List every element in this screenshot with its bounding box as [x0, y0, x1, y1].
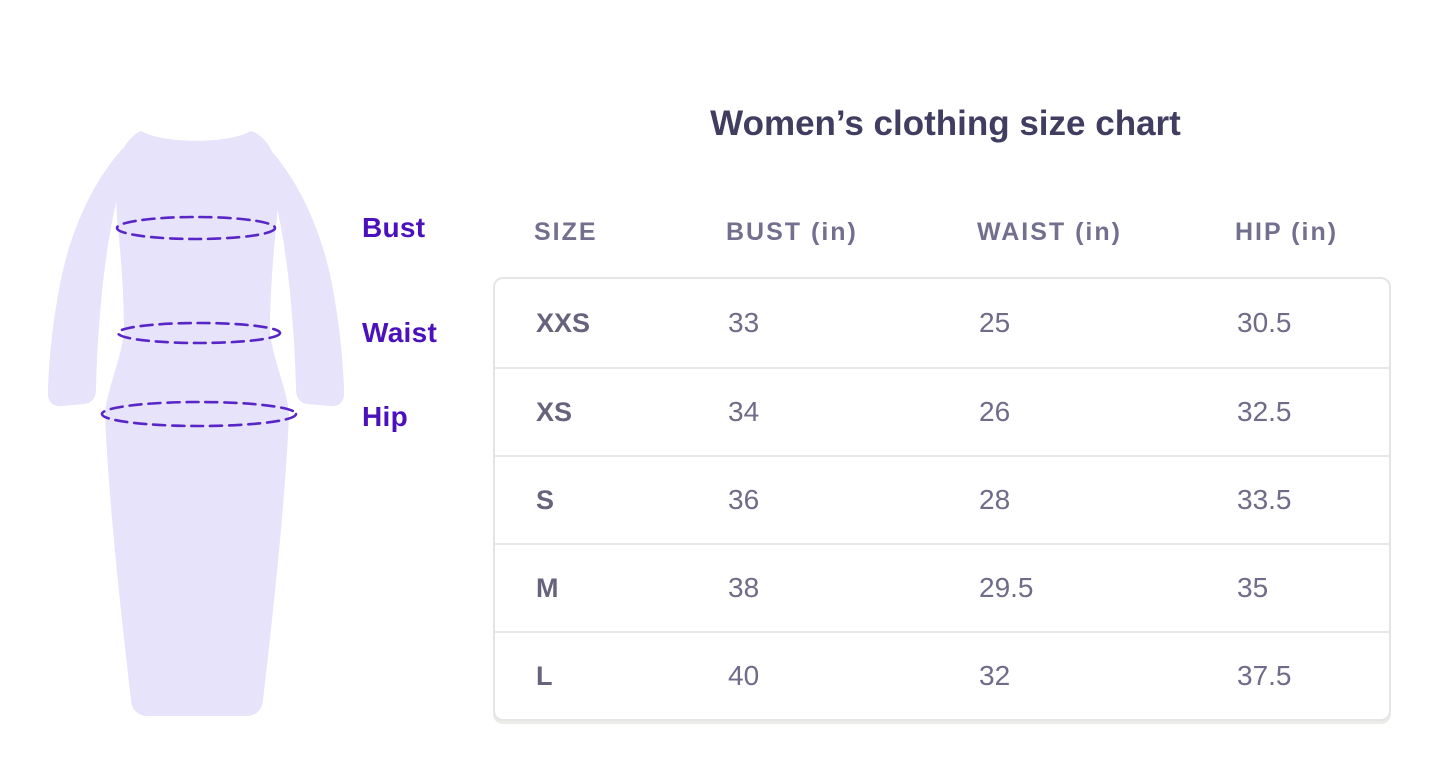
hip-label: Hip — [362, 401, 409, 432]
cell-bust: 40 — [728, 660, 760, 691]
cell-size: XS — [536, 396, 573, 427]
column-header-hip: HIP (in) — [1235, 218, 1339, 246]
column-header-size: SIZE — [534, 218, 598, 246]
cell-waist: 32 — [979, 660, 1011, 691]
table-row: L 40 32 37.5 — [495, 631, 1389, 719]
cell-size: M — [536, 572, 559, 603]
cell-bust: 33 — [728, 307, 760, 338]
table-row: S 36 28 33.5 — [495, 455, 1389, 543]
dress-illustration — [47, 131, 345, 716]
cell-bust: 38 — [728, 572, 760, 603]
cell-hip: 37.5 — [1237, 660, 1292, 691]
cell-hip: 30.5 — [1237, 307, 1292, 338]
waist-measure-line — [116, 321, 282, 345]
table-row: XS 34 26 32.5 — [495, 367, 1389, 455]
dress-left-sleeve — [47, 141, 131, 407]
cell-size: S — [536, 484, 555, 515]
bust-label: Bust — [362, 212, 426, 243]
table-header-row: SIZE BUST (in) WAIST (in) HIP (in) — [493, 218, 1391, 247]
cell-waist: 25 — [979, 307, 1011, 338]
cell-hip: 33.5 — [1237, 484, 1292, 515]
cell-bust: 36 — [728, 484, 760, 515]
table-row: M 38 29.5 35 — [495, 543, 1389, 631]
cell-hip: 32.5 — [1237, 396, 1292, 427]
dress-body — [105, 131, 289, 716]
column-header-waist: WAIST (in) — [977, 218, 1122, 246]
dress-right-sleeve — [261, 141, 345, 407]
size-table: XXS 33 25 30.5 XS 34 26 32.5 S 36 28 33.… — [493, 277, 1391, 721]
page-title: Women’s clothing size chart — [710, 104, 1181, 143]
cell-size: L — [536, 660, 553, 691]
cell-waist: 26 — [979, 396, 1011, 427]
cell-bust: 34 — [728, 396, 760, 427]
waist-label: Waist — [362, 317, 438, 348]
cell-hip: 35 — [1237, 572, 1269, 603]
table-row: XXS 33 25 30.5 — [495, 279, 1389, 367]
bust-measure-line — [115, 215, 277, 241]
hip-measure-line — [100, 400, 298, 428]
cell-waist: 29.5 — [979, 572, 1034, 603]
cell-waist: 28 — [979, 484, 1011, 515]
column-header-bust: BUST (in) — [726, 218, 858, 246]
cell-size: XXS — [536, 307, 591, 338]
